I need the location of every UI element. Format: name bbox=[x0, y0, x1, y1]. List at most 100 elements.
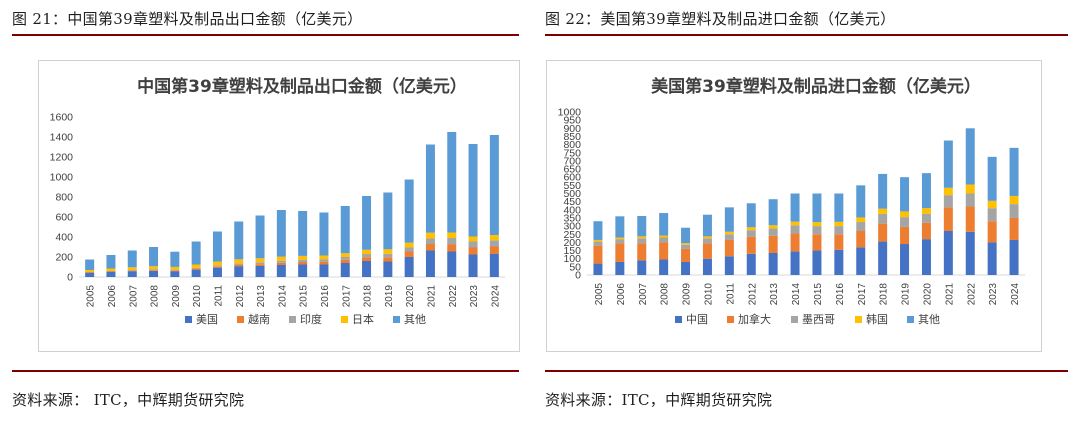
bar-segment bbox=[468, 247, 478, 255]
bar-segment bbox=[790, 233, 800, 252]
bar-segment bbox=[724, 231, 734, 235]
legend-swatch bbox=[791, 316, 798, 323]
bar-segment bbox=[856, 185, 866, 218]
bar-segment bbox=[191, 264, 201, 268]
bar-segment bbox=[212, 268, 222, 277]
x-tick-label: 2018 bbox=[879, 283, 890, 306]
x-tick-label: 2022 bbox=[448, 285, 459, 308]
bar-segment bbox=[362, 196, 372, 250]
bar-segment bbox=[943, 207, 953, 231]
bar-segment bbox=[298, 259, 308, 262]
legend-swatch bbox=[907, 316, 914, 323]
bar-segment bbox=[856, 247, 866, 275]
bar-segment bbox=[900, 211, 910, 218]
chart-title: 中国第39章塑料及制品出口金额（亿美元） bbox=[137, 76, 467, 97]
bar-segment bbox=[943, 195, 953, 208]
bar-segment bbox=[170, 269, 180, 271]
bar-segment bbox=[790, 225, 800, 234]
bar-segment bbox=[921, 213, 931, 223]
bar-segment bbox=[340, 253, 350, 257]
x-tick-label: 2019 bbox=[384, 285, 395, 308]
bar-segment bbox=[425, 144, 435, 233]
y-tick-label: 1000 bbox=[558, 107, 582, 119]
bar-segment bbox=[85, 273, 95, 277]
bar-segment bbox=[615, 216, 625, 238]
bar-segment bbox=[383, 192, 393, 250]
bar-segment bbox=[362, 254, 372, 258]
bar-segment bbox=[319, 261, 329, 265]
bar-segment bbox=[404, 251, 414, 257]
bar-segment bbox=[724, 256, 734, 275]
bar-segment bbox=[878, 173, 888, 209]
legend-label: 美国 bbox=[196, 313, 218, 326]
bar-segment bbox=[383, 257, 393, 262]
left-bottom-rule bbox=[12, 370, 519, 372]
bar-segment bbox=[255, 215, 265, 259]
bar-segment bbox=[340, 263, 350, 277]
bar-segment bbox=[878, 213, 888, 224]
left-chart-container: 中国第39章塑料及制品出口金额（亿美元） 0 200 400 600 800 1000 120… bbox=[38, 60, 520, 352]
x-tick-label: 2014 bbox=[277, 285, 288, 308]
bar-segment bbox=[834, 221, 844, 227]
bar-segment bbox=[637, 243, 647, 261]
legend-label: 日本 bbox=[352, 312, 374, 326]
bar-segment bbox=[106, 272, 116, 277]
y-tick-label: 1600 bbox=[50, 112, 74, 124]
bar-segment bbox=[1009, 195, 1019, 205]
bar-segment bbox=[276, 265, 286, 277]
left-title-rule bbox=[12, 34, 519, 36]
y-tick-label: 950 bbox=[563, 115, 581, 127]
bar-segment bbox=[987, 221, 997, 243]
bar-segment bbox=[746, 253, 756, 275]
bar-segment bbox=[702, 236, 712, 239]
x-tick-label: 2011 bbox=[725, 283, 736, 305]
y-tick-label: 150 bbox=[563, 245, 581, 257]
bar-segment bbox=[106, 268, 116, 271]
y-tick-label: 650 bbox=[563, 164, 581, 176]
bar-segment bbox=[85, 272, 95, 273]
bar-segment bbox=[856, 222, 866, 231]
y-tick-label: 900 bbox=[563, 123, 581, 135]
y-tick-label: 1400 bbox=[50, 132, 74, 144]
x-tick-label: 2006 bbox=[107, 285, 118, 308]
bar-segment bbox=[447, 244, 457, 252]
legend-label: 墨西哥 bbox=[802, 313, 835, 326]
y-tick-label: 0 bbox=[67, 272, 73, 284]
bar-segment bbox=[276, 262, 286, 265]
x-tick-label: 2008 bbox=[660, 283, 671, 306]
x-tick-label: 2015 bbox=[299, 285, 310, 308]
legend-swatch bbox=[727, 316, 734, 323]
bar-segment bbox=[593, 245, 603, 264]
bar-segment bbox=[362, 257, 372, 261]
bar-segment bbox=[1009, 204, 1019, 218]
bar-segment bbox=[255, 266, 265, 277]
bar-segment bbox=[878, 208, 888, 214]
y-tick-label: 550 bbox=[563, 180, 581, 192]
x-tick-label: 2022 bbox=[966, 283, 977, 306]
bar-segment bbox=[276, 210, 286, 257]
bar-segment bbox=[191, 269, 201, 270]
y-tick-label: 200 bbox=[55, 252, 73, 264]
bar-segment bbox=[489, 135, 499, 236]
bar-segment bbox=[319, 264, 329, 277]
x-tick-label: 2006 bbox=[616, 283, 627, 306]
y-tick-label: 700 bbox=[563, 155, 581, 167]
bar-segment bbox=[127, 267, 137, 270]
x-tick-label: 2010 bbox=[703, 283, 714, 306]
bar-segment bbox=[637, 260, 647, 275]
bar-segment bbox=[447, 251, 457, 277]
legend-label: 加拿大 bbox=[738, 312, 771, 326]
bar-segment bbox=[615, 261, 625, 275]
legend-label: 印度 bbox=[300, 312, 322, 326]
bar-segment bbox=[362, 261, 372, 277]
y-tick-label: 200 bbox=[563, 237, 581, 249]
legend-swatch bbox=[393, 316, 400, 323]
x-tick-label: 2016 bbox=[320, 285, 331, 308]
bar-segment bbox=[298, 211, 308, 256]
bar-segment bbox=[234, 266, 244, 277]
y-tick-label: 1200 bbox=[50, 152, 74, 164]
bar-segment bbox=[724, 207, 734, 232]
right-title-rule bbox=[545, 34, 1068, 36]
bar-segment bbox=[965, 193, 975, 207]
y-tick-label: 100 bbox=[563, 253, 581, 265]
